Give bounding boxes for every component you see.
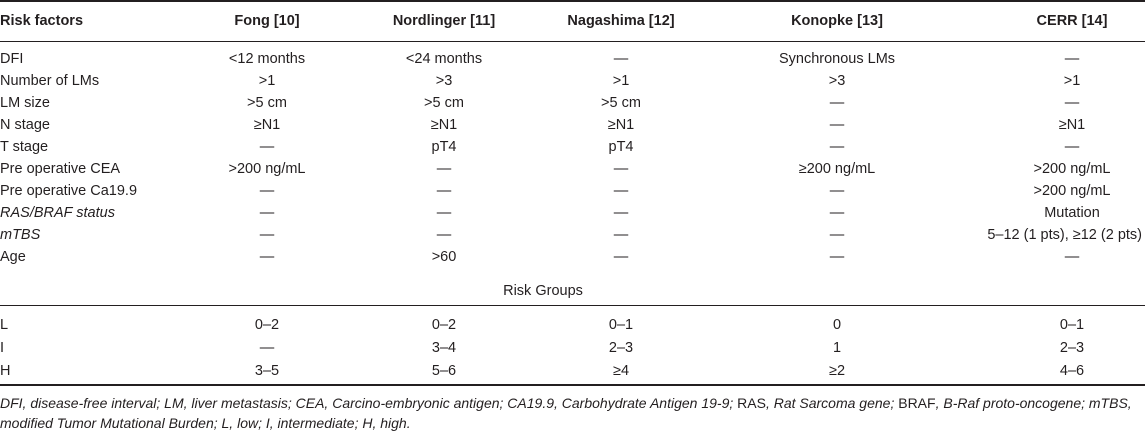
table-cell: 0–1 — [1059, 317, 1085, 333]
table-cell: >1 — [1063, 73, 1081, 89]
table-row-label: RAS/BRAF status — [0, 205, 115, 221]
table-row-label: Number of LMs — [0, 73, 100, 89]
footnote-text: , Rat Sarcoma gene; — [765, 395, 899, 411]
header-nordlinger: Nordlinger [11] — [392, 13, 496, 29]
table-cell: — — [829, 205, 845, 221]
table-cell: — — [613, 249, 629, 265]
table-cell: Synchronous LMs — [778, 51, 896, 67]
table-footnote: DFI, disease-free interval; LM, liver me… — [0, 393, 1140, 433]
table-cell: — — [829, 139, 845, 155]
table-cell: ≥N1 — [253, 117, 281, 133]
top-rule — [0, 0, 1145, 2]
table-cell: — — [613, 205, 629, 221]
table-cell: — — [613, 183, 629, 199]
table-cell: 0–1 — [608, 317, 634, 333]
table-cell: <12 months — [228, 51, 306, 67]
table-cell: ≥N1 — [430, 117, 458, 133]
table-row-label: Age — [0, 249, 26, 265]
table-cell: 0 — [832, 317, 842, 333]
table-row-label: mTBS — [0, 227, 41, 243]
table-cell: — — [259, 205, 275, 221]
table-row-label: T stage — [0, 139, 49, 155]
table-cell: 1 — [832, 340, 842, 356]
table-cell: — — [436, 161, 452, 177]
table-cell: — — [259, 227, 275, 243]
table-cell: — — [829, 117, 845, 133]
table-cell: — — [1064, 95, 1080, 111]
table-row-label: Pre operative Ca19.9 — [0, 183, 138, 199]
table-cell: >5 cm — [247, 95, 287, 111]
table-row-label: DFI — [0, 51, 24, 67]
table-row-label: N stage — [0, 117, 50, 133]
risk-groups-rule — [0, 305, 1145, 306]
footnote-text: , B-Raf proto-oncogene; mTBS, — [935, 395, 1132, 411]
table-cell: >200 ng/mL — [228, 161, 306, 177]
table-row-label: H — [0, 363, 11, 379]
table-cell: 3–4 — [431, 340, 457, 356]
table-cell: — — [259, 340, 275, 356]
table-cell: — — [436, 227, 452, 243]
table-cell: — — [436, 205, 452, 221]
table-cell: >5 cm — [424, 95, 464, 111]
table-cell: ≥2 — [828, 363, 846, 379]
table-cell: — — [613, 51, 629, 67]
table-cell: 3–5 — [254, 363, 280, 379]
table-cell: 0–2 — [431, 317, 457, 333]
table-cell: — — [436, 183, 452, 199]
footnote-text: modified Tumor Mutational Burden; L, low… — [0, 415, 411, 431]
risk-groups-heading: Risk Groups — [503, 283, 583, 299]
table-cell: — — [829, 183, 845, 199]
header-rule — [0, 41, 1145, 42]
table-cell: 5–12 (1 pts), ≥12 (2 pts) — [987, 227, 1142, 243]
table-cell: >3 — [828, 73, 846, 89]
header-fong: Fong [10] — [234, 13, 300, 29]
table-cell: 5–6 — [431, 363, 457, 379]
table-cell: — — [259, 249, 275, 265]
table-cell: >1 — [612, 73, 630, 89]
header-nagashima: Nagashima [12] — [567, 13, 675, 29]
bottom-rule — [0, 384, 1145, 386]
table-cell: 2–3 — [1059, 340, 1085, 356]
table-cell: 4–6 — [1059, 363, 1085, 379]
table-cell: — — [1064, 139, 1080, 155]
table-cell: 0–2 — [254, 317, 280, 333]
header-cerr: CERR [14] — [1036, 13, 1108, 29]
table-row-label: I — [0, 340, 5, 356]
table-cell: <24 months — [405, 51, 483, 67]
footnote-braf: BRAF — [898, 395, 936, 411]
table-cell: — — [1064, 51, 1080, 67]
table-cell: >5 cm — [601, 95, 641, 111]
table-cell: >1 — [258, 73, 276, 89]
table-row-label: Pre operative CEA — [0, 161, 121, 177]
table-cell: — — [259, 139, 275, 155]
table-cell: — — [829, 249, 845, 265]
table-row-label: LM size — [0, 95, 50, 111]
table-cell: — — [613, 161, 629, 177]
table-cell: — — [829, 227, 845, 243]
table-cell: — — [259, 183, 275, 199]
table-cell: ≥N1 — [607, 117, 635, 133]
table-cell: ≥200 ng/mL — [798, 161, 876, 177]
table-cell: ≥N1 — [1058, 117, 1086, 133]
table-cell: >60 — [431, 249, 457, 265]
table-cell: pT4 — [608, 139, 634, 155]
table-cell: >3 — [435, 73, 453, 89]
footnote-ras: RAS — [737, 395, 766, 411]
table-cell: 2–3 — [608, 340, 634, 356]
table-cell: >200 ng/mL — [1033, 183, 1111, 199]
table-cell: pT4 — [431, 139, 457, 155]
table-cell: >200 ng/mL — [1033, 161, 1111, 177]
header-konopke: Konopke [13] — [791, 13, 883, 29]
table-cell: — — [613, 227, 629, 243]
table-cell: ≥4 — [612, 363, 630, 379]
table-cell: — — [1064, 249, 1080, 265]
table-cell: — — [829, 95, 845, 111]
footnote-text: DFI, disease-free interval; LM, liver me… — [0, 395, 738, 411]
table-row-label: L — [0, 317, 9, 333]
table-cell: Mutation — [1044, 205, 1100, 221]
header-risk-factors: Risk factors — [0, 13, 84, 29]
